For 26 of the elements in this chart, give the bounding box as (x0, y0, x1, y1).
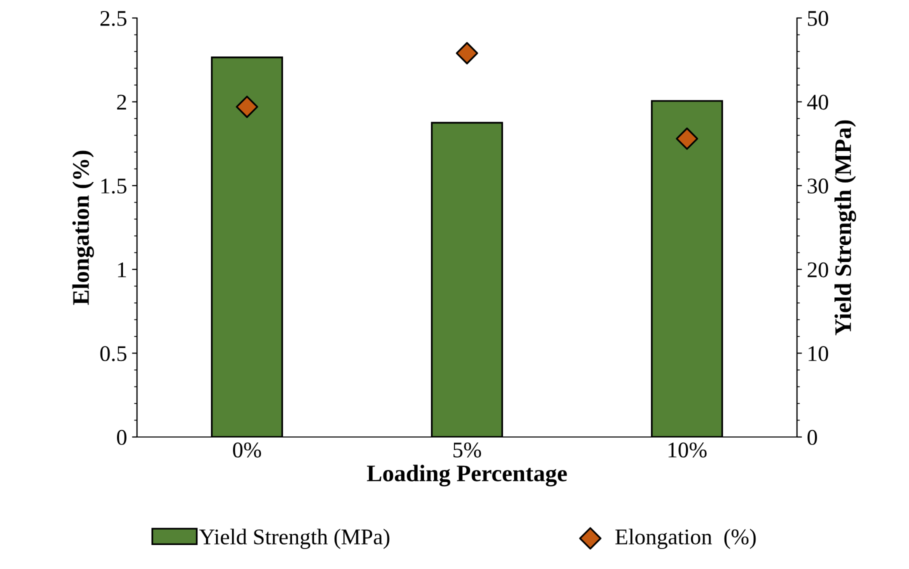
bar (650, 100, 724, 437)
y-tick-label: 1 (118, 262, 126, 278)
y-tick-label: 0 (117, 430, 126, 445)
y-axis-title: Elongation (%) (72, 150, 94, 305)
y2-tick-label: 0 (808, 430, 817, 445)
y2-tick-label: 30 (808, 178, 828, 194)
bar (430, 122, 504, 437)
y2-tick-label: 10 (808, 346, 828, 362)
y2-tick-label: 40 (807, 94, 828, 110)
x-tick-label: 0% (233, 442, 262, 458)
x-tick-label: 10% (668, 442, 707, 458)
legend-label: Yield Strength (MPa) (199, 528, 390, 549)
y2-tick-label: 50 (808, 10, 828, 26)
y-tick-label: 0.5 (100, 346, 126, 362)
x-tick-label: 5% (453, 442, 482, 458)
x-axis-title: Loading Percentage (366, 464, 567, 486)
y-tick-label: 2 (117, 94, 126, 110)
point (456, 42, 478, 64)
point (676, 128, 698, 150)
legend-label: Elongation (%) (615, 528, 756, 549)
y2-tick-label: 20 (808, 262, 828, 278)
bar (210, 56, 284, 437)
point (236, 96, 258, 118)
y2-axis-title: Yield Strength (MPa) (834, 120, 856, 336)
y-tick-label: 2.5 (100, 10, 126, 26)
y-tick-label: 1.5 (101, 178, 126, 194)
